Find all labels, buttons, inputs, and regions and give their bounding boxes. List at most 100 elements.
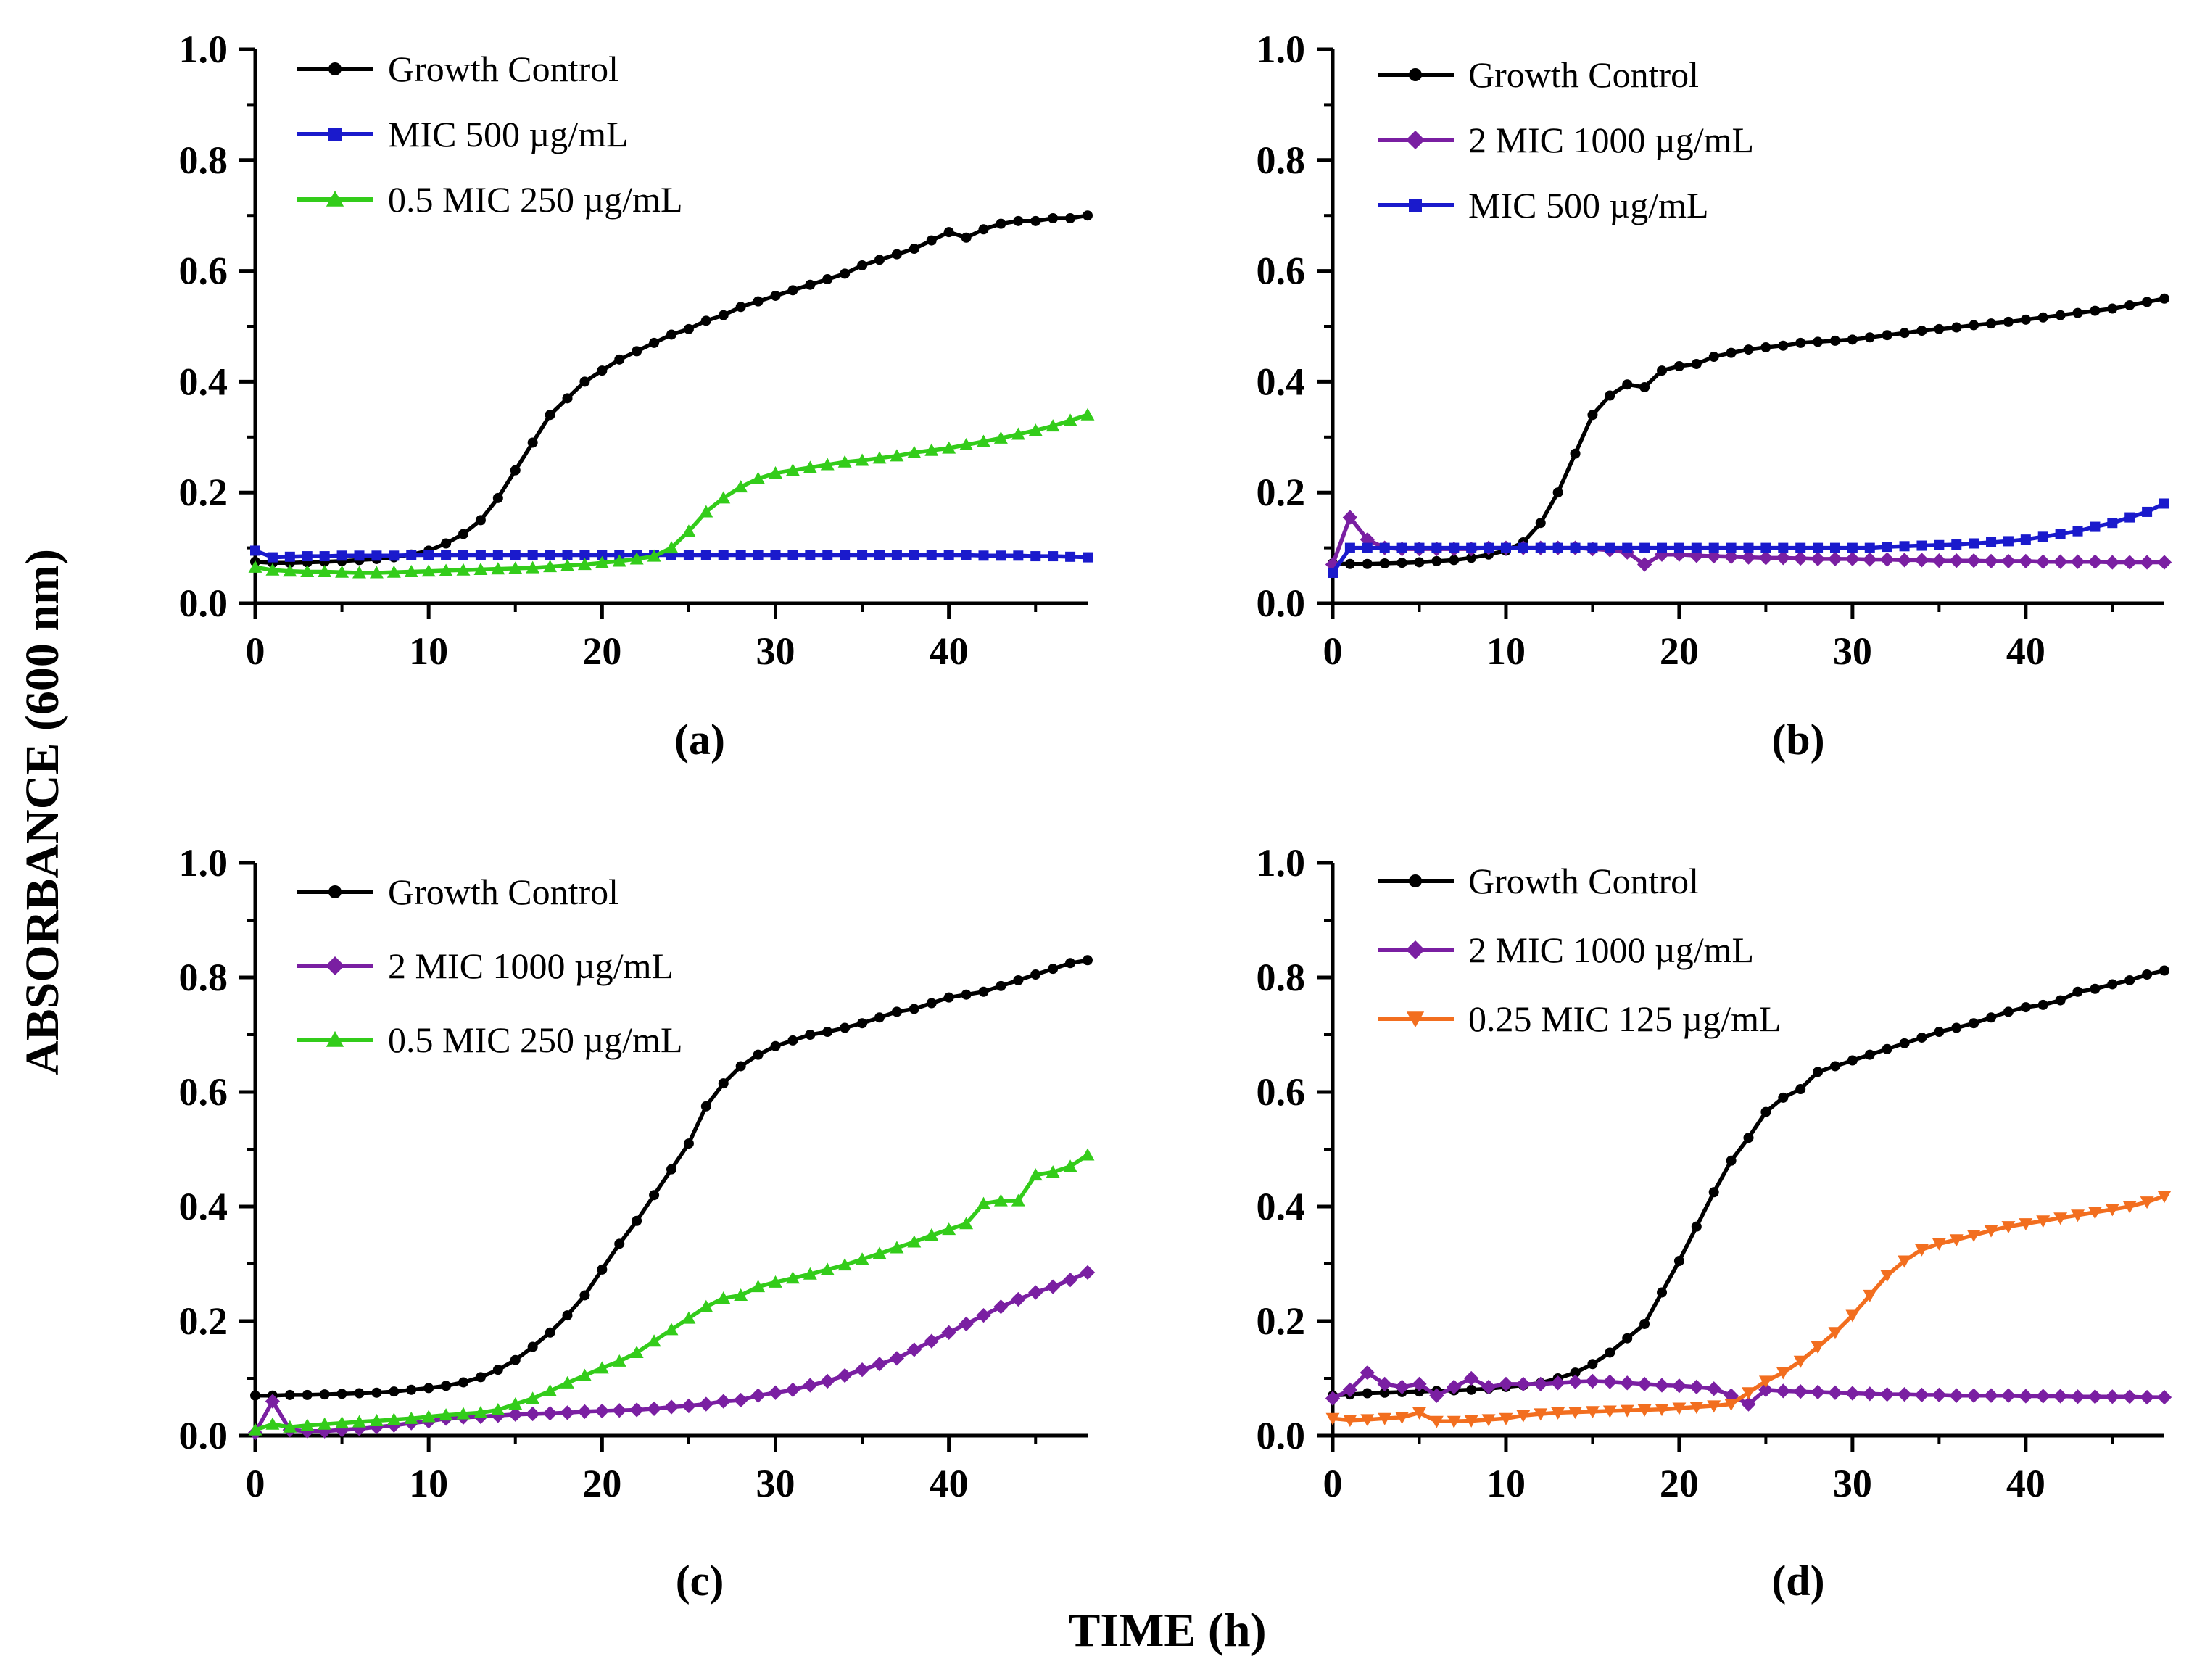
data-point	[250, 1390, 260, 1401]
x-tick-label: 40	[2006, 629, 2045, 673]
data-point	[1741, 1396, 1756, 1412]
data-point	[1570, 1367, 1581, 1378]
data-point	[716, 1291, 731, 1304]
data-point	[924, 443, 939, 456]
data-point	[1552, 542, 1563, 553]
data-point	[1760, 1106, 1771, 1117]
legend-swatch-marker	[326, 1030, 344, 1047]
data-point	[1602, 1374, 1618, 1389]
data-point	[1622, 379, 1633, 390]
data-point	[1622, 1333, 1633, 1344]
data-point	[1063, 413, 1077, 426]
data-point	[335, 1416, 349, 1429]
data-point	[1795, 542, 1806, 553]
series-3	[1325, 1191, 2172, 1428]
data-point	[1080, 1265, 1096, 1280]
legend-swatch-marker	[328, 128, 342, 141]
data-point	[2003, 1006, 2014, 1017]
data-point	[734, 1288, 748, 1302]
data-point	[1776, 550, 1791, 566]
data-point	[1622, 542, 1633, 553]
legend-label: 2 MIC 1000 µg/mL	[388, 945, 674, 986]
data-point	[1966, 1388, 1982, 1403]
x-tick-label: 20	[582, 1462, 621, 1505]
data-point	[527, 437, 538, 448]
data-point	[1620, 1404, 1634, 1418]
data-point	[2156, 1389, 2172, 1405]
data-point	[1379, 558, 1390, 568]
data-point	[1949, 553, 1964, 568]
data-point	[2124, 512, 2135, 523]
data-point	[1983, 1388, 1999, 1403]
data-point	[335, 565, 349, 578]
data-point	[1813, 542, 1824, 553]
x-tick-label: 20	[1660, 1462, 1699, 1505]
data-point	[1046, 1165, 1060, 1178]
data-point	[837, 1258, 852, 1271]
data-point	[1587, 542, 1598, 553]
data-point	[1550, 1375, 1565, 1391]
data-point	[2090, 305, 2101, 316]
data-point	[855, 1252, 869, 1265]
data-point	[753, 550, 764, 560]
data-point	[1362, 558, 1373, 569]
data-point	[1585, 1373, 1600, 1389]
data-point	[1655, 1404, 1669, 1417]
data-point	[787, 550, 798, 560]
data-point	[2072, 307, 2083, 318]
data-point	[1743, 542, 1754, 553]
data-point	[1360, 1365, 1375, 1381]
data-point	[1394, 1379, 1410, 1394]
data-point	[977, 434, 990, 447]
data-point	[1741, 550, 1756, 565]
data-point	[1914, 1387, 1929, 1403]
data-point	[770, 290, 781, 301]
data-point	[977, 1196, 990, 1209]
data-point	[1028, 423, 1043, 436]
legend-label: 2 MIC 1000 µg/mL	[1468, 930, 1754, 970]
data-point	[2090, 983, 2101, 994]
data-point	[490, 1408, 505, 1423]
data-point	[597, 550, 608, 560]
data-point	[1396, 558, 1407, 568]
data-point	[646, 1401, 662, 1417]
data-point	[2053, 1389, 2068, 1404]
data-point	[700, 315, 711, 326]
data-point	[1915, 1244, 1929, 1257]
data-point	[2072, 986, 2083, 997]
legend-label: Growth Control	[388, 872, 618, 912]
data-point	[1570, 542, 1581, 553]
data-point	[1466, 542, 1477, 553]
data-point	[265, 563, 280, 576]
data-point	[716, 491, 731, 504]
data-point	[1984, 1225, 1998, 1238]
legend-swatch-marker	[328, 62, 342, 75]
data-point	[1605, 390, 1615, 401]
data-point	[1080, 1148, 1095, 1161]
data-point	[805, 550, 816, 560]
data-point	[666, 329, 676, 340]
data-point	[1672, 1402, 1687, 1415]
panel-caption: (b)	[1771, 716, 1824, 764]
series-line	[255, 213, 1088, 565]
data-point	[614, 1238, 625, 1249]
legend-label: MIC 500 µg/mL	[388, 114, 629, 154]
data-point	[770, 1040, 781, 1051]
data-point	[369, 566, 384, 579]
data-point	[681, 1398, 697, 1414]
data-point	[924, 1333, 939, 1349]
data-point	[1046, 419, 1060, 432]
data-point	[2055, 995, 2066, 1006]
data-point	[1708, 1187, 1719, 1198]
data-point	[1325, 1412, 1340, 1425]
data-point	[1897, 553, 1912, 568]
data-point	[1342, 510, 1358, 525]
data-point	[1587, 1359, 1598, 1370]
data-point	[250, 545, 260, 556]
data-point	[2036, 1215, 2051, 1228]
data-point	[2107, 518, 2118, 529]
data-point	[1568, 1407, 1582, 1420]
data-point	[595, 1403, 610, 1419]
data-point	[1534, 1408, 1548, 1421]
